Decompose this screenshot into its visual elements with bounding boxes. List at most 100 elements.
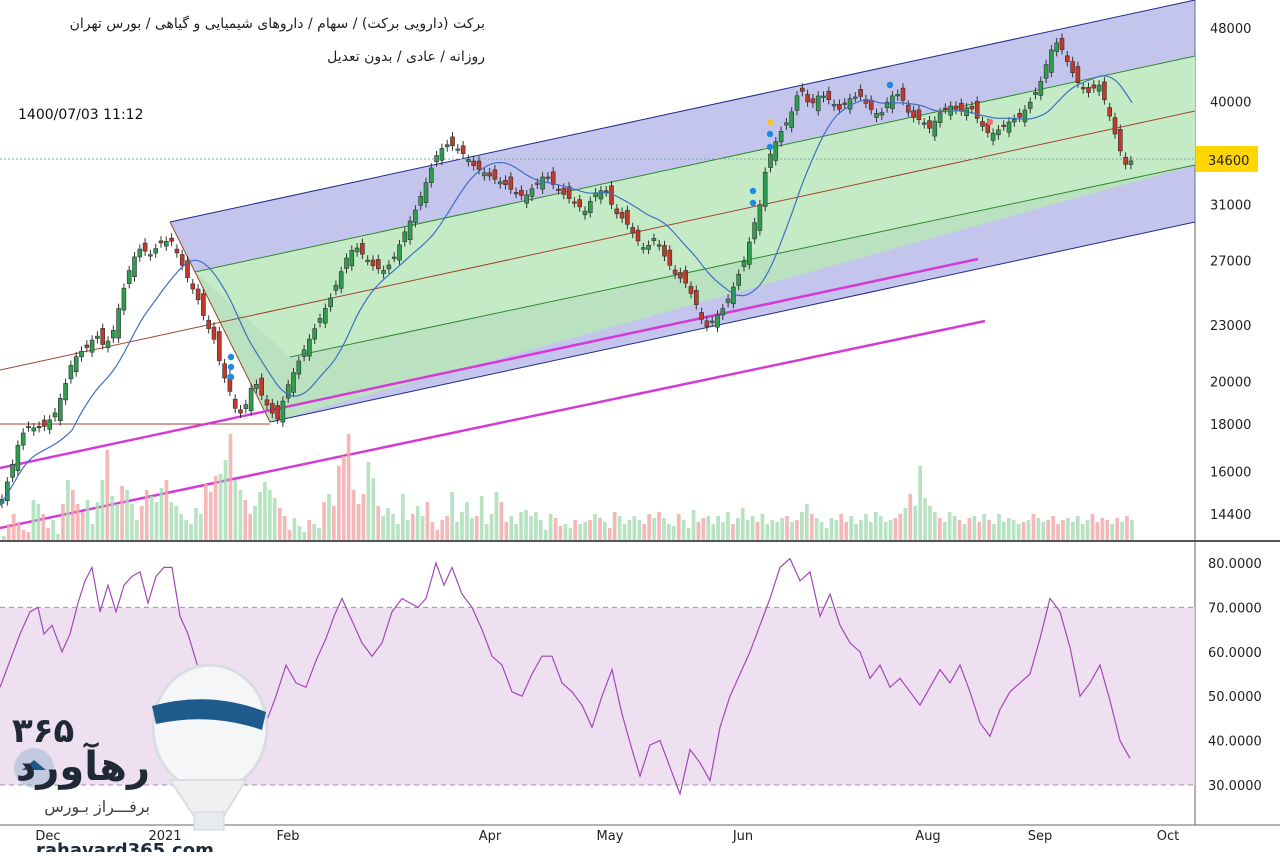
candle (577, 199, 583, 208)
volume-bar (159, 488, 164, 540)
candle (815, 95, 821, 112)
volume-bar (1051, 516, 1055, 540)
candle (105, 340, 111, 348)
volume-bar (918, 466, 922, 540)
volume-bar (696, 522, 701, 540)
volume-bar (938, 518, 942, 540)
volume-bar (71, 490, 75, 540)
volume-bar (420, 516, 425, 540)
candle (349, 250, 355, 267)
volume-bar (869, 522, 873, 540)
volume-bar (317, 528, 321, 540)
candle (635, 229, 641, 242)
candle (285, 384, 291, 399)
candle (137, 248, 143, 258)
volume-bar (740, 508, 745, 540)
volume-bar (952, 516, 957, 540)
volume-bar (386, 508, 390, 540)
volume-bar (1066, 518, 1070, 540)
candle (762, 171, 768, 207)
candle (476, 160, 482, 170)
volume-bar (834, 520, 839, 540)
volume-bar (942, 522, 947, 540)
candle (153, 248, 158, 254)
candle (328, 297, 333, 308)
candle (768, 153, 773, 168)
volume-bar (322, 502, 326, 540)
candle (1075, 66, 1081, 84)
candle (842, 102, 848, 105)
candle (1123, 156, 1128, 165)
candle (958, 102, 964, 112)
candle (179, 254, 185, 266)
candle (211, 326, 217, 340)
volume-bar (760, 514, 765, 540)
candle (699, 312, 704, 320)
volume-bar (1071, 522, 1075, 540)
volume-bar (716, 516, 720, 540)
candle (20, 432, 26, 446)
volume-bar (332, 506, 336, 540)
volume-bar (1130, 520, 1134, 540)
candle (996, 129, 1001, 136)
volume-bar (80, 512, 85, 540)
candle (847, 98, 853, 110)
price-tick-label: 16000 (1210, 466, 1251, 481)
volume-bar (548, 514, 553, 540)
candle (450, 136, 455, 147)
volume-bar (647, 514, 651, 540)
volume-bar (632, 516, 637, 540)
volume-bar (351, 490, 356, 540)
volume-bar (445, 516, 449, 540)
candle (932, 120, 938, 137)
signal-dot (766, 118, 774, 126)
candle (545, 176, 551, 179)
candle (26, 425, 31, 429)
candle (534, 182, 540, 185)
signal-dot (749, 199, 757, 207)
volume-bar (440, 520, 445, 540)
volume-bar (780, 518, 784, 540)
signal-dot (766, 130, 774, 138)
candle (953, 105, 959, 110)
volume-bar (607, 528, 612, 540)
candle (338, 271, 344, 289)
candle (248, 388, 254, 412)
signal-dot (986, 118, 994, 126)
signal-dot (886, 81, 894, 89)
time-tick-label: Oct (1157, 829, 1179, 844)
volume-bar (263, 482, 267, 540)
time-tick-label: 2021 (148, 829, 181, 844)
candle (174, 248, 180, 254)
volume-bar (839, 514, 844, 540)
candle (466, 159, 471, 162)
time-tick-label: Apr (479, 829, 502, 844)
candle (895, 94, 901, 97)
candle (365, 259, 371, 262)
volume-bar (957, 520, 962, 540)
candle (386, 264, 392, 270)
volume-bar (814, 518, 819, 540)
candle (1038, 81, 1044, 96)
volume-bar (199, 514, 203, 540)
volume-bar (770, 520, 775, 540)
candle (672, 269, 678, 275)
volume-bar (450, 492, 454, 540)
candle (746, 241, 752, 265)
volume-bar (268, 490, 272, 540)
candle (391, 256, 397, 259)
datetime-stamp: 1400/07/03 11:12 (18, 107, 144, 123)
oscillator-tick-label: 30.0000 (1208, 779, 1262, 794)
volume-bar (750, 516, 755, 540)
candle (1107, 107, 1112, 117)
candle (201, 293, 206, 316)
channel-inner-upper (194, 55, 1196, 273)
volume-bar (233, 480, 238, 540)
last-price-badge (1196, 146, 1258, 172)
volume-bar (139, 506, 144, 540)
candle (540, 176, 545, 190)
volume-bar (356, 504, 361, 540)
candle (1070, 61, 1075, 73)
candle (360, 243, 365, 255)
candle (148, 254, 153, 257)
